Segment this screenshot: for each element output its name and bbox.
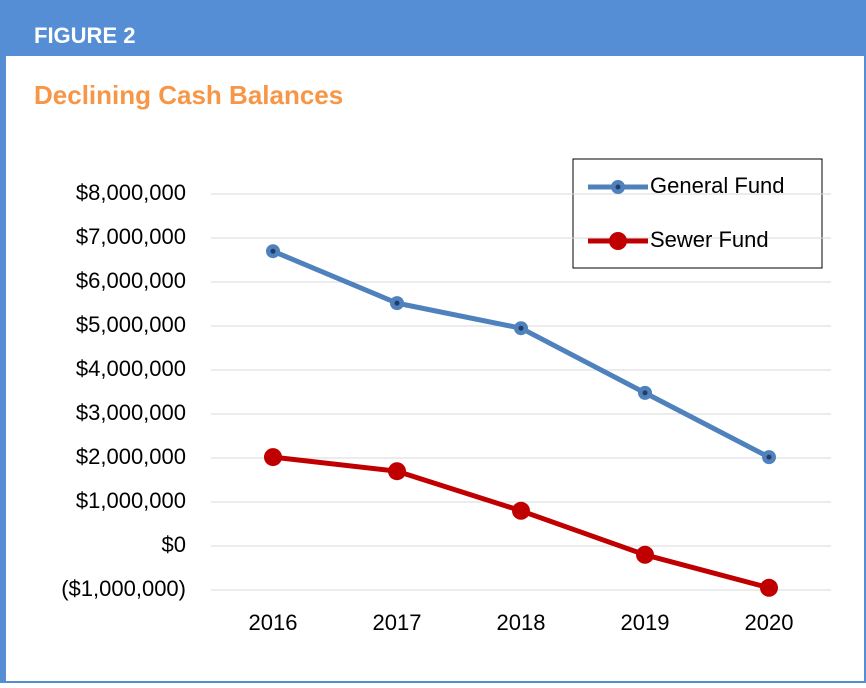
legend-swatch-center [615, 184, 621, 190]
y-tick-label: $7,000,000 [76, 224, 186, 249]
figure-label: FIGURE 2 [34, 23, 135, 48]
data-point-center [642, 390, 648, 396]
legend-label: General Fund [650, 173, 785, 198]
y-tick-label: ($1,000,000) [61, 576, 186, 601]
y-tick-label: $5,000,000 [76, 312, 186, 337]
data-point-center [394, 300, 400, 306]
data-point [512, 501, 530, 520]
data-point-center [518, 325, 524, 331]
data-point [760, 578, 778, 597]
y-tick-label: $4,000,000 [76, 356, 186, 381]
legend-label: Sewer Fund [650, 227, 769, 252]
y-tick-label: $2,000,000 [76, 444, 186, 469]
x-tick-label: 2018 [497, 610, 546, 635]
y-tick-label: $8,000,000 [76, 180, 186, 205]
data-point [264, 448, 282, 467]
chart-title: Declining Cash Balances [34, 80, 343, 110]
left-border [0, 0, 6, 683]
x-tick-label: 2019 [621, 610, 670, 635]
data-point-center [270, 248, 276, 254]
x-tick-label: 2017 [373, 610, 422, 635]
header-bar [0, 0, 866, 56]
data-point-center [766, 454, 772, 460]
data-point [636, 545, 654, 564]
data-point [388, 462, 406, 481]
y-tick-label: $3,000,000 [76, 400, 186, 425]
y-tick-label: $0 [162, 532, 186, 557]
x-tick-label: 2016 [249, 610, 298, 635]
legend-box [572, 158, 823, 269]
y-tick-label: $1,000,000 [76, 488, 186, 513]
x-tick-label: 2020 [745, 610, 794, 635]
y-tick-label: $6,000,000 [76, 268, 186, 293]
legend-swatch-marker [609, 232, 627, 250]
